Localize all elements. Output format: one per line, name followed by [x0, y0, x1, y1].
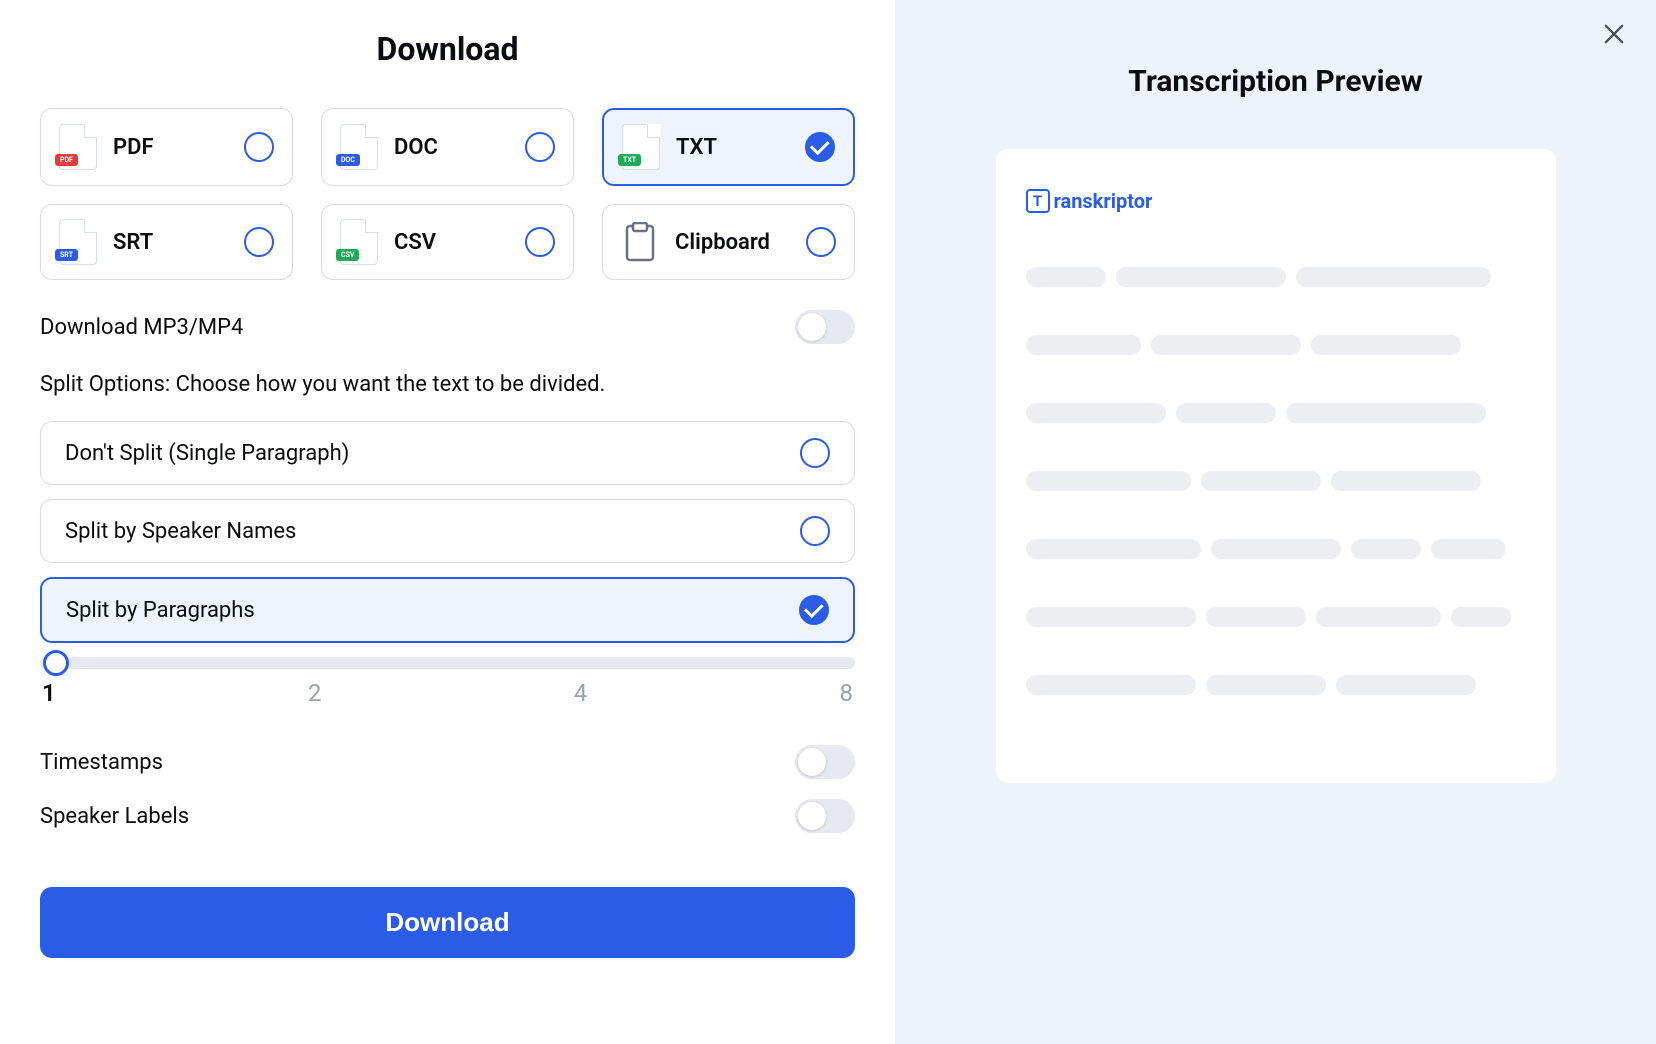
- format-doc[interactable]: DOC DOC: [321, 108, 574, 186]
- skeleton-bar: [1206, 675, 1326, 695]
- slider-mark: 1: [42, 679, 56, 707]
- skeleton-bar: [1201, 471, 1321, 491]
- skeleton-bar: [1026, 403, 1166, 423]
- skeleton-bar: [1026, 539, 1201, 559]
- format-label: DOC: [394, 135, 509, 160]
- format-grid: PDF PDF DOC DOC TXT TXT SRT SRT CSV CSV Clipboard: [40, 108, 855, 280]
- file-icon: PDF: [59, 124, 97, 170]
- skeleton-bar: [1026, 267, 1106, 287]
- preview-title: Transcription Preview: [935, 64, 1616, 99]
- file-icon: SRT: [59, 219, 97, 265]
- clipboard-icon: [621, 219, 659, 265]
- download-button[interactable]: Download: [40, 887, 855, 958]
- slider-mark: 8: [839, 679, 853, 707]
- split-radio[interactable]: [800, 438, 830, 468]
- close-icon[interactable]: [1600, 20, 1628, 48]
- skeleton-bar: [1116, 267, 1286, 287]
- slider-mark: 2: [308, 679, 322, 707]
- skeleton-bar: [1296, 267, 1491, 287]
- brand-icon: T: [1026, 189, 1050, 213]
- format-label: PDF: [113, 135, 228, 160]
- mp3-row: Download MP3/MP4: [40, 310, 855, 344]
- timestamps-toggle[interactable]: [795, 745, 855, 779]
- skeleton-row: [1026, 335, 1526, 355]
- skeleton-bar: [1431, 539, 1506, 559]
- skeleton-row: [1026, 471, 1526, 491]
- skeleton-row: [1026, 607, 1526, 627]
- split-heading: Split Options: Choose how you want the t…: [40, 372, 855, 397]
- skeleton-bar: [1311, 335, 1461, 355]
- slider-handle[interactable]: [43, 650, 69, 676]
- split-options-list: Don't Split (Single Paragraph) Split by S…: [40, 421, 855, 643]
- file-icon: DOC: [340, 124, 378, 170]
- mp3-label: Download MP3/MP4: [40, 315, 243, 340]
- format-radio[interactable]: [806, 227, 836, 257]
- format-txt[interactable]: TXT TXT: [602, 108, 855, 186]
- format-label: SRT: [113, 230, 228, 255]
- format-radio[interactable]: [244, 227, 274, 257]
- skeleton-bar: [1451, 607, 1511, 627]
- format-radio[interactable]: [244, 132, 274, 162]
- format-pdf[interactable]: PDF PDF: [40, 108, 293, 186]
- preview-panel: Transcription Preview T ranskriptor: [895, 0, 1656, 1044]
- skeleton-bar: [1351, 539, 1421, 559]
- skeleton-bar: [1026, 335, 1141, 355]
- format-label: TXT: [676, 135, 789, 160]
- split-radio[interactable]: [799, 595, 829, 625]
- download-panel: Download PDFPDFDOCDOCTXTTXTSRTSRTCSVCSVC…: [0, 0, 895, 1044]
- split-option-1[interactable]: Split by Speaker Names: [40, 499, 855, 563]
- skeleton-bar: [1176, 403, 1276, 423]
- format-radio[interactable]: [525, 227, 555, 257]
- skeleton-bar: [1336, 675, 1476, 695]
- skeleton-bar: [1026, 607, 1196, 627]
- slider-labels: 1 2 4 8: [40, 679, 855, 707]
- skeleton-bar: [1206, 607, 1306, 627]
- slider-mark: 4: [574, 679, 588, 707]
- format-clipboard[interactable]: Clipboard: [602, 204, 855, 280]
- format-srt[interactable]: SRT SRT: [40, 204, 293, 280]
- speaker-labels-label: Speaker Labels: [40, 804, 189, 829]
- skeleton-row: [1026, 403, 1526, 423]
- skeleton-bar: [1211, 539, 1341, 559]
- split-radio[interactable]: [800, 516, 830, 546]
- brand-text: ranskriptor: [1054, 189, 1153, 213]
- timestamps-row: Timestamps: [40, 745, 855, 779]
- download-title: Download: [40, 30, 855, 68]
- split-option-0[interactable]: Don't Split (Single Paragraph): [40, 421, 855, 485]
- skeleton-bar: [1026, 471, 1191, 491]
- skeleton-bar: [1026, 675, 1196, 695]
- skeleton-bar: [1151, 335, 1301, 355]
- skeleton-bar: [1331, 471, 1481, 491]
- skeleton-bar: [1286, 403, 1486, 423]
- slider-track[interactable]: [40, 657, 855, 669]
- file-icon: CSV: [340, 219, 378, 265]
- format-radio[interactable]: [525, 132, 555, 162]
- format-label: Clipboard: [675, 230, 790, 255]
- split-option-2[interactable]: Split by Paragraphs: [40, 577, 855, 643]
- split-option-label: Don't Split (Single Paragraph): [65, 441, 349, 466]
- format-label: CSV: [394, 230, 509, 255]
- skeleton-bar: [1316, 607, 1441, 627]
- split-option-label: Split by Speaker Names: [65, 519, 296, 544]
- format-csv[interactable]: CSV CSV: [321, 204, 574, 280]
- skeleton-row: [1026, 675, 1526, 695]
- timestamps-label: Timestamps: [40, 750, 163, 775]
- split-option-label: Split by Paragraphs: [66, 598, 255, 623]
- file-icon: TXT: [622, 124, 660, 170]
- skeleton-row: [1026, 539, 1526, 559]
- brand-logo: T ranskriptor: [1026, 189, 1526, 213]
- skeleton-area: [1026, 267, 1526, 695]
- speaker-labels-row: Speaker Labels: [40, 799, 855, 833]
- mp3-toggle[interactable]: [795, 310, 855, 344]
- skeleton-row: [1026, 267, 1526, 287]
- preview-document: T ranskriptor: [996, 149, 1556, 783]
- paragraph-slider: 1 2 4 8: [40, 657, 855, 707]
- format-radio[interactable]: [805, 132, 835, 162]
- speaker-labels-toggle[interactable]: [795, 799, 855, 833]
